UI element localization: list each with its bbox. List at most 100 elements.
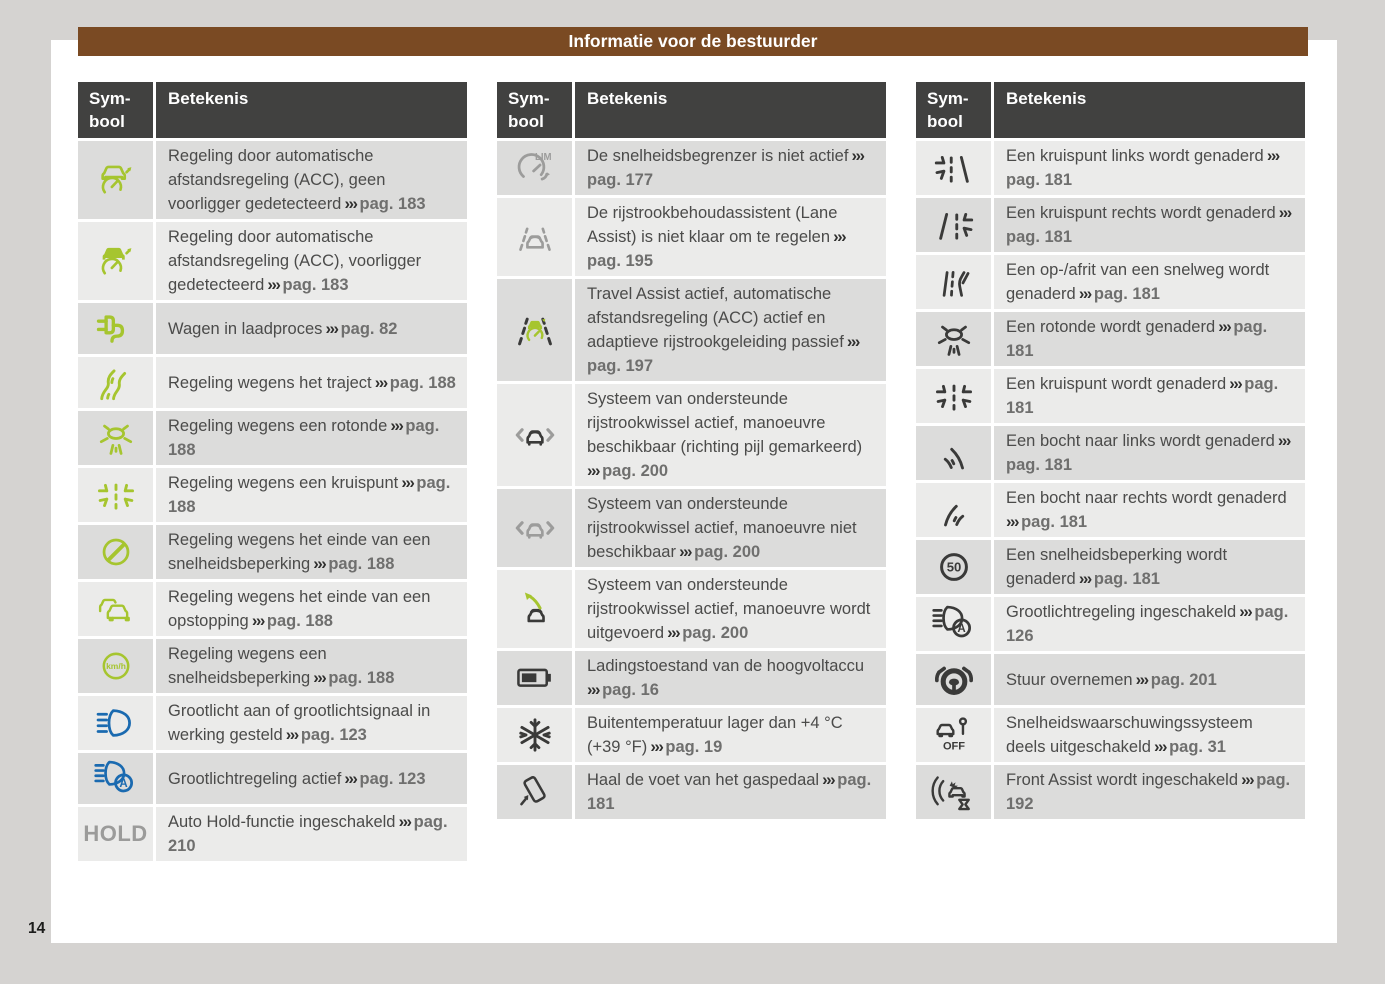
table-row: Een kruispunt links wordt genaderd ››› p…: [916, 141, 1305, 195]
row-text: De rijstrookbehoudassistent (Lane Assist…: [587, 204, 838, 246]
table-row: km/h Regeling wegens een snelheidsbeperki…: [78, 639, 467, 693]
page-ref: pag. 177: [587, 171, 654, 189]
ref-arrow: ›››: [819, 771, 838, 789]
ref-arrow: ›››: [647, 738, 666, 756]
ref-arrow: ›››: [395, 813, 414, 831]
row-meaning-cell: Systeem van ondersteunde rijstrookwissel…: [575, 570, 886, 648]
steering-takeover-icon: [916, 654, 991, 705]
highway-ramp-icon: [916, 255, 991, 309]
page-ref: pag. 192: [1006, 771, 1291, 813]
ref-arrow: ›››: [341, 769, 360, 788]
charging-plug-icon: [78, 303, 153, 354]
ref-arrow: ›››: [664, 624, 683, 642]
ref-arrow: ›››: [587, 462, 603, 480]
table-row: Regeling wegens het einde van een snelhe…: [78, 525, 467, 579]
page-ref: pag. 210: [168, 813, 448, 855]
symbol-header-line1: Sym-: [927, 89, 969, 108]
page-ref: pag. 16: [602, 681, 659, 699]
row-text: Grootlichtregeling ingeschakeld: [1006, 603, 1237, 621]
acc-vehicle-detected-icon: [78, 222, 153, 300]
table-row: Regeling door automatische afstandsregel…: [78, 222, 467, 300]
page-ref: pag. 181: [587, 771, 872, 813]
row-meaning-cell: Systeem van ondersteunde rijstrookwissel…: [575, 384, 886, 486]
ref-arrow: ›››: [848, 147, 865, 165]
row-text: Een snelheidsbeperking wordt genaderd: [1006, 546, 1228, 588]
row-text: Buitentemperatuur lager dan +4 °C (+39 °…: [587, 714, 843, 756]
ref-arrow: ›››: [1236, 603, 1255, 621]
page-title: Informatie voor de bestuurder: [568, 31, 818, 51]
page-ref: pag. 195: [587, 252, 654, 270]
junction-control-icon: [78, 468, 153, 522]
symbol-header-line1: Sym-: [508, 89, 550, 108]
speed-limiter-inactive-icon: LIM: [497, 141, 572, 195]
lane-change-executing-icon: [497, 570, 572, 648]
row-meaning-cell: Snelheidswaarschuwingssysteem deels uitg…: [994, 708, 1305, 762]
snowflake-icon: [497, 708, 572, 762]
row-text: De snelheidsbegrenzer is niet actief: [587, 147, 849, 165]
row-text: Een bocht naar links wordt genaderd: [1006, 432, 1275, 450]
page-ref: pag. 200: [682, 624, 749, 642]
table-row: 50 Een snelheidsbeperking wordt genaderd …: [916, 540, 1305, 594]
page-ref: pag. 181: [1021, 513, 1088, 531]
table-row: Regeling wegens het traject ››› pag. 188: [78, 357, 467, 408]
row-text: Grootlicht aan of grootlichtsignaal in w…: [168, 702, 431, 744]
page-ref: pag. 181: [1006, 318, 1268, 360]
auto-hold-icon: HOLD: [78, 807, 153, 861]
row-meaning-cell: Grootlicht aan of grootlichtsignaal in w…: [156, 696, 467, 750]
row-meaning-cell: Front Assist wordt ingeschakeld ››› pag.…: [994, 765, 1305, 819]
row-text: Een kruispunt links wordt genaderd: [1006, 147, 1264, 165]
ref-arrow: ›››: [1238, 771, 1257, 789]
symbol-header-line2: bool: [508, 112, 544, 131]
page-ref: pag. 188: [168, 474, 451, 516]
travel-assist-icon: [497, 279, 572, 381]
table-row: Systeem van ondersteunde rijstrookwissel…: [497, 489, 886, 567]
row-text: Een rotonde wordt genaderd: [1006, 318, 1216, 336]
symbol-column-header: Sym- bool: [78, 82, 153, 138]
page-ref: pag. 181: [1093, 570, 1160, 588]
table-row: Regeling wegens het einde van een opstop…: [78, 582, 467, 636]
chapter-title-bar: Informatie voor de bestuurder: [78, 27, 1308, 56]
row-text: Front Assist wordt ingeschakeld: [1006, 771, 1239, 789]
high-beam-assist-dark-icon: A: [916, 597, 991, 651]
page-ref: pag. 181: [1006, 375, 1279, 417]
table-row: Grootlicht aan of grootlichtsignaal in w…: [78, 696, 467, 750]
row-meaning-cell: Een bocht naar links wordt genaderd ››› …: [994, 426, 1305, 480]
ref-arrow: ›››: [1150, 738, 1170, 756]
row-meaning-cell: Regeling door automatische afstandsregel…: [156, 141, 467, 219]
table-row: Stuur overnemen ››› pag. 201: [916, 654, 1305, 705]
row-meaning-cell: Stuur overnemen ››› pag. 201: [994, 654, 1305, 705]
table-row: A Grootlichtregeling ingeschakeld ››› pag…: [916, 597, 1305, 651]
meaning-column-header: Betekenis: [156, 82, 467, 138]
row-meaning-cell: Grootlichtregeling ingeschakeld ››› pag.…: [994, 597, 1305, 651]
row-meaning-cell: Regeling wegens een kruispunt ››› pag. 1…: [156, 468, 467, 522]
symbol-column-header: Sym- bool: [497, 82, 572, 138]
table-row: Haal de voet van het gaspedaal ››› pag. …: [497, 765, 886, 819]
svg-text:km/h: km/h: [106, 661, 126, 671]
row-text: Snelheidswaarschuwingssysteem deels uitg…: [1006, 714, 1253, 756]
page-ref: pag. 200: [694, 543, 761, 561]
row-meaning-cell: Auto Hold-functie ingeschakeld ››› pag. …: [156, 807, 467, 861]
ref-arrow: ›››: [1275, 204, 1293, 222]
page-ref: pag. 123: [359, 769, 426, 788]
ref-arrow: ›››: [1132, 670, 1151, 689]
page-ref: pag. 200: [602, 462, 669, 480]
ref-arrow: ›››: [675, 543, 695, 561]
row-meaning-cell: Regeling wegens het traject ››› pag. 188: [156, 357, 467, 408]
page-number: 14: [28, 920, 46, 937]
row-meaning-cell: De rijstrookbehoudassistent (Lane Assist…: [575, 198, 886, 276]
front-assist-icon: [916, 765, 991, 819]
table-row: Front Assist wordt ingeschakeld ››› pag.…: [916, 765, 1305, 819]
lane-assist-not-ready-icon: [497, 198, 572, 276]
row-text: Systeem van ondersteunde rijstrookwissel…: [587, 576, 871, 642]
ref-arrow: ›››: [843, 333, 861, 351]
page-ref: pag. 188: [168, 417, 440, 459]
svg-text:LIM: LIM: [534, 152, 551, 163]
ref-arrow: ›››: [310, 555, 329, 573]
page-ref: pag. 123: [300, 726, 367, 744]
ref-arrow: ›››: [264, 276, 283, 294]
page-ref: pag. 183: [282, 276, 349, 294]
row-text: Regeling door automatische afstandsregel…: [168, 147, 386, 213]
row-meaning-cell: Een snelheidsbeperking wordt genaderd ››…: [994, 540, 1305, 594]
symbol-header-line2: bool: [89, 112, 125, 131]
row-meaning-cell: Grootlichtregeling actief ››› pag. 123: [156, 753, 467, 804]
